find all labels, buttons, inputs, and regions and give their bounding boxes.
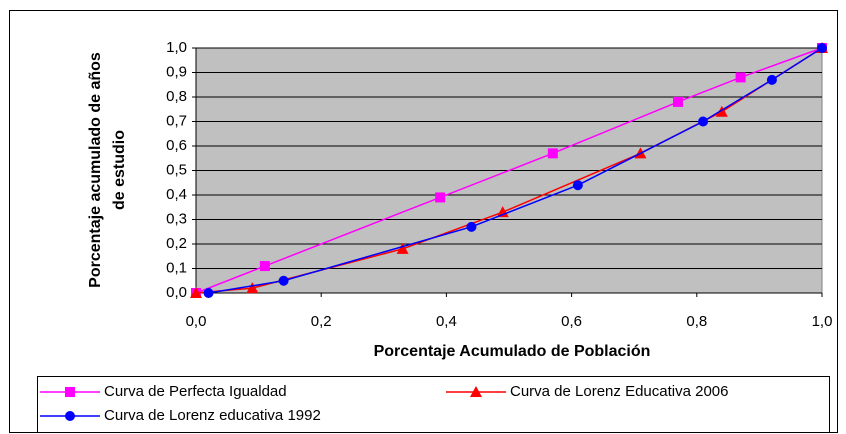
- marker: [766, 74, 777, 85]
- legend: [37, 376, 830, 433]
- marker: [715, 105, 728, 117]
- x-tick-label: 0,0: [186, 313, 207, 330]
- marker: [65, 387, 75, 397]
- marker: [435, 192, 446, 203]
- x-tick-label: 0,4: [436, 313, 457, 330]
- y-tick-label: 0,4: [166, 186, 187, 203]
- marker: [259, 261, 270, 272]
- y-tick-label: 0,0: [166, 284, 187, 301]
- y-axis-label: de estudio: [111, 130, 128, 210]
- marker: [572, 180, 583, 191]
- y-tick-label: 1,0: [166, 39, 187, 56]
- marker: [673, 96, 684, 107]
- legend-label: Curva de Perfecta Igualdad: [104, 383, 287, 400]
- marker: [735, 72, 746, 83]
- marker: [698, 116, 709, 127]
- x-tick-label: 0,6: [561, 313, 582, 330]
- y-tick-label: 0,6: [166, 137, 187, 154]
- marker: [547, 148, 558, 159]
- y-tick-label: 0,1: [166, 259, 187, 276]
- x-tick-label: 0,2: [311, 313, 332, 330]
- legend-label: Curva de Lorenz educativa 1992: [104, 407, 321, 424]
- marker: [496, 206, 509, 218]
- marker: [246, 282, 259, 294]
- marker: [190, 287, 202, 298]
- marker: [203, 288, 214, 298]
- marker: [466, 221, 477, 232]
- x-tick-label: 1,0: [812, 313, 833, 330]
- y-tick-label: 0,9: [166, 63, 187, 80]
- marker: [470, 386, 482, 397]
- y-tick-label: 0,2: [166, 235, 187, 252]
- marker: [396, 242, 409, 254]
- x-axis-label: Porcentaje Acumulado de Población: [374, 343, 651, 360]
- y-tick-label: 0,3: [166, 210, 187, 227]
- y-axis-label: Porcentaje acumulado de años: [87, 52, 104, 288]
- y-tick-label: 0,5: [166, 161, 187, 178]
- marker: [817, 43, 827, 53]
- y-tick-label: 0,7: [166, 112, 187, 129]
- y-tick-label: 0,8: [166, 88, 187, 105]
- marker: [65, 411, 75, 421]
- x-tick-label: 0,8: [686, 313, 707, 330]
- marker: [278, 275, 289, 286]
- legend-label: Curva de Lorenz Educativa 2006: [510, 383, 728, 400]
